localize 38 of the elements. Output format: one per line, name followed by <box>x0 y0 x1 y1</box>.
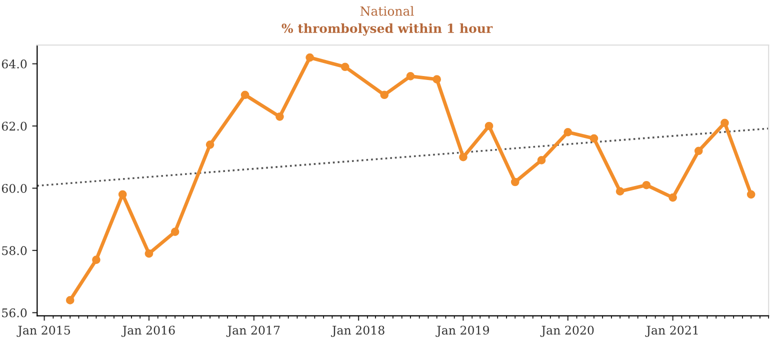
point <box>240 90 250 100</box>
point <box>306 53 314 62</box>
point <box>170 228 180 236</box>
chart-subtitle: % thrombolysed within 1 hour <box>282 23 493 36</box>
point <box>144 249 154 258</box>
point <box>432 75 442 84</box>
point <box>642 180 651 190</box>
point <box>406 72 415 80</box>
y-tick-label: 62.0 <box>2 122 27 131</box>
point <box>206 140 214 149</box>
point <box>746 190 756 199</box>
x-tick-label: Jan 2021 <box>645 326 698 337</box>
x-tick-label: Jan 2016 <box>121 326 175 337</box>
point <box>668 193 677 202</box>
x-tick-label: Jan 2018 <box>330 326 384 337</box>
point <box>66 296 74 304</box>
point <box>616 187 624 196</box>
point <box>340 62 350 72</box>
x-tick-label: Jan 2017 <box>226 326 280 337</box>
x-tick-label: Jan 2020 <box>540 326 594 337</box>
point <box>537 156 546 164</box>
point <box>510 178 520 186</box>
y-tick-label: 56.0 <box>2 308 27 318</box>
point <box>459 152 468 162</box>
x-tick-label: Jan 2015 <box>16 326 70 337</box>
y-tick-label: 60.0 <box>2 184 27 193</box>
y-tick-label: 64.0 <box>2 60 27 68</box>
y-tick-label: 58.0 <box>2 246 27 256</box>
point <box>694 146 703 156</box>
point <box>276 112 284 121</box>
chart-title: National <box>360 6 414 16</box>
x-tick-label: Jan 2019 <box>436 326 490 337</box>
point <box>380 90 389 100</box>
point <box>484 122 494 130</box>
point <box>92 256 100 264</box>
point <box>564 128 572 136</box>
point <box>590 134 598 143</box>
point <box>720 118 729 128</box>
